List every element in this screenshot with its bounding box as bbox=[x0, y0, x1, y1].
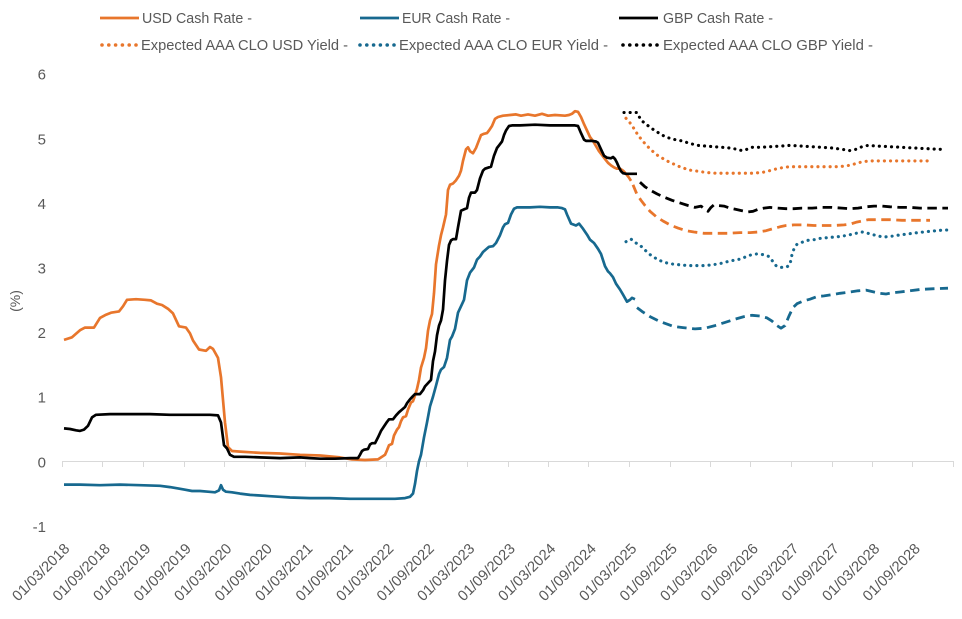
svg-text:(%): (%) bbox=[7, 290, 23, 312]
svg-text:6: 6 bbox=[38, 67, 46, 84]
svg-text:Expected AAA CLO GBP Yield -: Expected AAA CLO GBP Yield - bbox=[663, 38, 873, 54]
svg-text:GBP Cash Rate -: GBP Cash Rate - bbox=[663, 11, 773, 27]
svg-text:5: 5 bbox=[38, 131, 46, 148]
svg-text:1: 1 bbox=[38, 390, 46, 407]
svg-text:Expected AAA CLO EUR Yield -: Expected AAA CLO EUR Yield - bbox=[399, 38, 608, 54]
svg-text:0: 0 bbox=[38, 454, 46, 471]
svg-text:2: 2 bbox=[38, 325, 46, 342]
svg-text:Expected AAA CLO USD Yield -: Expected AAA CLO USD Yield - bbox=[141, 38, 348, 54]
svg-text:-1: -1 bbox=[33, 519, 46, 536]
svg-text:4: 4 bbox=[38, 196, 46, 213]
svg-text:3: 3 bbox=[38, 261, 46, 278]
svg-text:USD Cash Rate -: USD Cash Rate - bbox=[142, 11, 252, 27]
svg-text:EUR Cash Rate -: EUR Cash Rate - bbox=[402, 11, 510, 27]
